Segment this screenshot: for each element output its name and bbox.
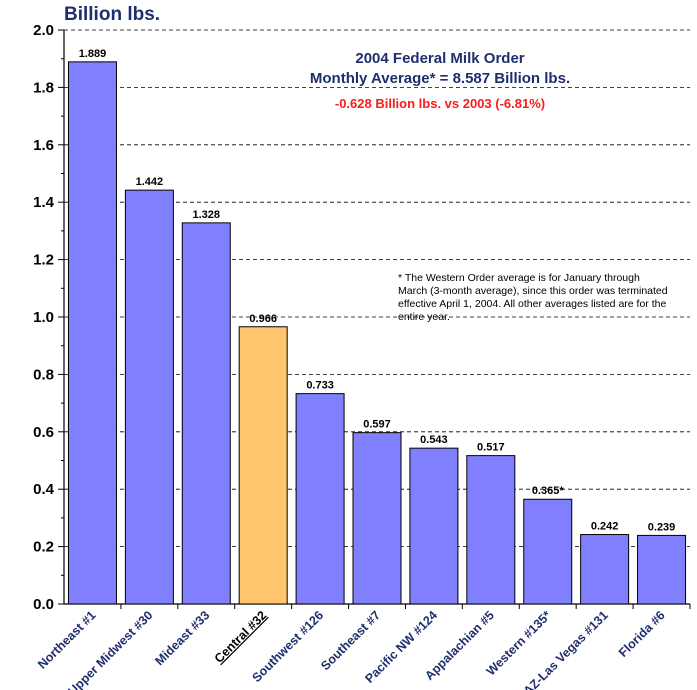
y-tick-label: 1.6 — [33, 137, 54, 154]
bar — [523, 498, 573, 605]
y-tick-label: 1.4 — [33, 194, 55, 211]
bar-value-label: 1.328 — [193, 209, 221, 221]
x-category-label: Central #32 — [212, 608, 270, 666]
bar — [466, 455, 516, 605]
chart-title-line2: Monthly Average* = 8.587 Billion lbs. — [309, 70, 571, 87]
x-category-label: Southeast #7 — [318, 608, 383, 673]
bar-value-label: 0.733 — [306, 380, 334, 392]
bar — [67, 61, 117, 605]
bar — [295, 393, 345, 605]
y-tick-label: 0.4 — [33, 481, 55, 498]
bar — [124, 189, 174, 605]
y-tick-label: 1.8 — [33, 79, 54, 96]
bar — [238, 326, 288, 605]
y-tick-label: 1.0 — [33, 309, 54, 326]
y-tick-label: 1.2 — [33, 252, 54, 269]
bar-value-label: 0.543 — [420, 434, 448, 446]
bar — [580, 534, 630, 605]
y-tick-label: 0.0 — [33, 596, 54, 613]
bar-value-label: 0.966 — [249, 313, 277, 325]
bar-value-label: 1.889 — [79, 48, 107, 60]
chart-subtitle: -0.628 Billion lbs. vs 2003 (-6.81%) — [334, 96, 546, 111]
bar-value-label: 0.365* — [532, 485, 565, 497]
bar — [352, 432, 402, 605]
bar-value-label: 0.242 — [591, 521, 619, 533]
x-category-label: Florida #6 — [616, 608, 668, 660]
y-tick-label: 0.8 — [33, 366, 54, 383]
bar-value-label: 0.517 — [477, 442, 505, 454]
bar — [637, 534, 687, 605]
bar-value-label: 0.597 — [363, 419, 391, 431]
bar-value-label: 1.442 — [136, 176, 164, 188]
y-tick-label: 0.6 — [33, 424, 54, 441]
bar — [409, 447, 459, 605]
y-axis-label: Billion lbs. — [64, 4, 161, 25]
footnote: * The Western Order average is for Janua… — [398, 272, 668, 323]
y-tick-label: 2.0 — [33, 22, 54, 39]
bar-value-label: 0.239 — [648, 521, 676, 533]
y-tick-label: 0.2 — [33, 539, 54, 556]
x-category-label: Mideast #33 — [152, 608, 212, 668]
bar — [181, 222, 231, 605]
x-category-label: Northeast #1 — [35, 608, 98, 671]
chart-title-line1: 2004 Federal Milk Order — [355, 50, 525, 67]
